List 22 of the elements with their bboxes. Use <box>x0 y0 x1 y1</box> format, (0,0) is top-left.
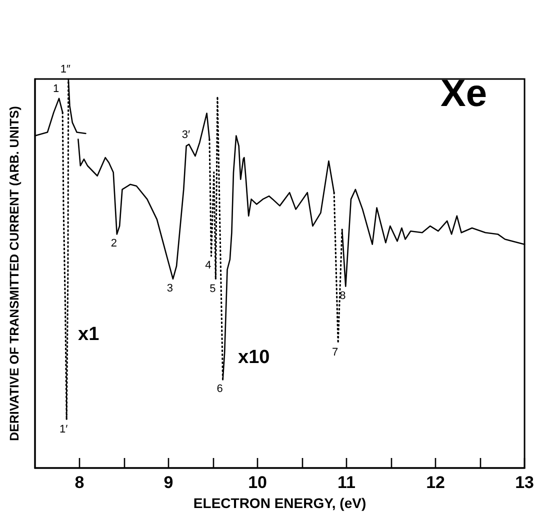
annotation: 3′ <box>182 128 190 141</box>
annotation: 1′ <box>60 423 68 436</box>
chart-title: Xe <box>440 73 488 115</box>
annotation: 4 <box>205 259 212 272</box>
annotation: x1 <box>78 324 100 345</box>
x-tick-label: 9 <box>164 473 174 492</box>
annotation: 6 <box>216 383 223 396</box>
x-tick-label: 10 <box>248 473 267 492</box>
annotation: 7 <box>332 346 338 359</box>
annotation: x10 <box>238 347 270 368</box>
x-tick-label: 13 <box>515 473 534 492</box>
annotation: 1 <box>52 82 60 95</box>
x-tick-label: 12 <box>426 473 445 492</box>
y-axis-title: DERIVATIVE OF TRANSMITTED CURRENT (ARB. UNITS) <box>8 106 22 441</box>
x-axis-title: ELECTRON ENERGY, (eV) <box>193 494 366 511</box>
annotation: 8 <box>340 290 346 302</box>
x-tick-label: 11 <box>338 473 356 492</box>
x-tick-label: 8 <box>74 473 84 492</box>
annotation: 5 <box>210 282 216 295</box>
annotation: 2 <box>110 238 117 250</box>
annotation: 3 <box>166 282 174 294</box>
annotation: 1″ <box>60 64 70 76</box>
